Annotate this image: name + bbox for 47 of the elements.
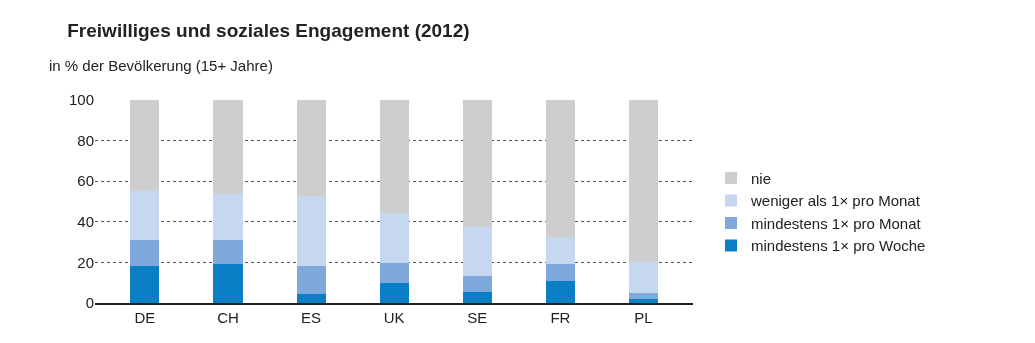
bar <box>296 100 326 197</box>
bar <box>213 194 243 241</box>
bar <box>545 264 575 281</box>
bar <box>213 264 243 303</box>
legend-label: nie <box>751 169 772 187</box>
y-tick-label: 100 <box>68 91 94 109</box>
y-tick-label: 20 <box>77 253 94 271</box>
bar <box>462 100 492 227</box>
bar <box>462 291 492 303</box>
x-tick-label: UK <box>383 308 405 326</box>
y-tick-label: 0 <box>85 294 94 312</box>
bar <box>130 266 160 303</box>
y-tick-label: 60 <box>77 172 94 190</box>
bar <box>628 298 659 303</box>
bar <box>379 100 409 213</box>
legend-label: mindestens 1× pro Woche <box>751 237 926 255</box>
bar <box>213 240 243 265</box>
bar <box>130 100 160 192</box>
bar <box>462 275 492 292</box>
x-tick-label: SE <box>467 308 488 326</box>
bar <box>379 212 409 264</box>
x-tick-label: FR <box>550 308 571 326</box>
bar <box>545 100 575 238</box>
bar <box>628 262 659 293</box>
legend-label: weniger als 1× pro Monat <box>750 192 921 210</box>
bar <box>213 100 243 195</box>
bar <box>628 100 659 263</box>
bar <box>545 280 575 303</box>
x-tick-label: PL <box>634 308 653 326</box>
x-tick-label: CH <box>217 308 239 326</box>
bar <box>296 266 326 294</box>
bar <box>296 196 326 267</box>
bar <box>545 237 575 265</box>
bar <box>379 263 409 283</box>
x-tick-label: DE <box>134 308 156 326</box>
bar <box>379 282 409 303</box>
bar <box>296 293 326 303</box>
y-tick-label: 40 <box>77 213 94 231</box>
x-tick-label: ES <box>301 308 322 326</box>
bar <box>462 226 492 276</box>
y-tick-label: 80 <box>77 131 94 149</box>
chart-subtitle: in % der Bevölkerung (15+ Jahre) <box>49 57 273 74</box>
bar <box>130 191 160 241</box>
chart-title: Freiwilliges und soziales Engagement (2012) <box>67 20 470 42</box>
bar <box>628 292 659 299</box>
legend-label: mindestens 1× pro Monat <box>751 214 922 232</box>
bar <box>130 240 160 267</box>
